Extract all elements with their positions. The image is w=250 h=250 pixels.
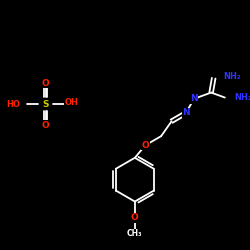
Text: NH₂: NH₂ <box>223 72 240 81</box>
Text: O: O <box>142 141 149 150</box>
Text: CH₃: CH₃ <box>127 229 142 238</box>
Text: O: O <box>42 120 50 130</box>
Text: OH: OH <box>65 98 78 107</box>
Text: NH₂: NH₂ <box>234 93 250 102</box>
Text: O: O <box>131 214 139 222</box>
Text: S: S <box>42 100 49 108</box>
Text: N: N <box>182 108 190 118</box>
Text: HO: HO <box>6 100 20 108</box>
Text: N: N <box>190 94 198 103</box>
Text: O: O <box>42 78 50 88</box>
